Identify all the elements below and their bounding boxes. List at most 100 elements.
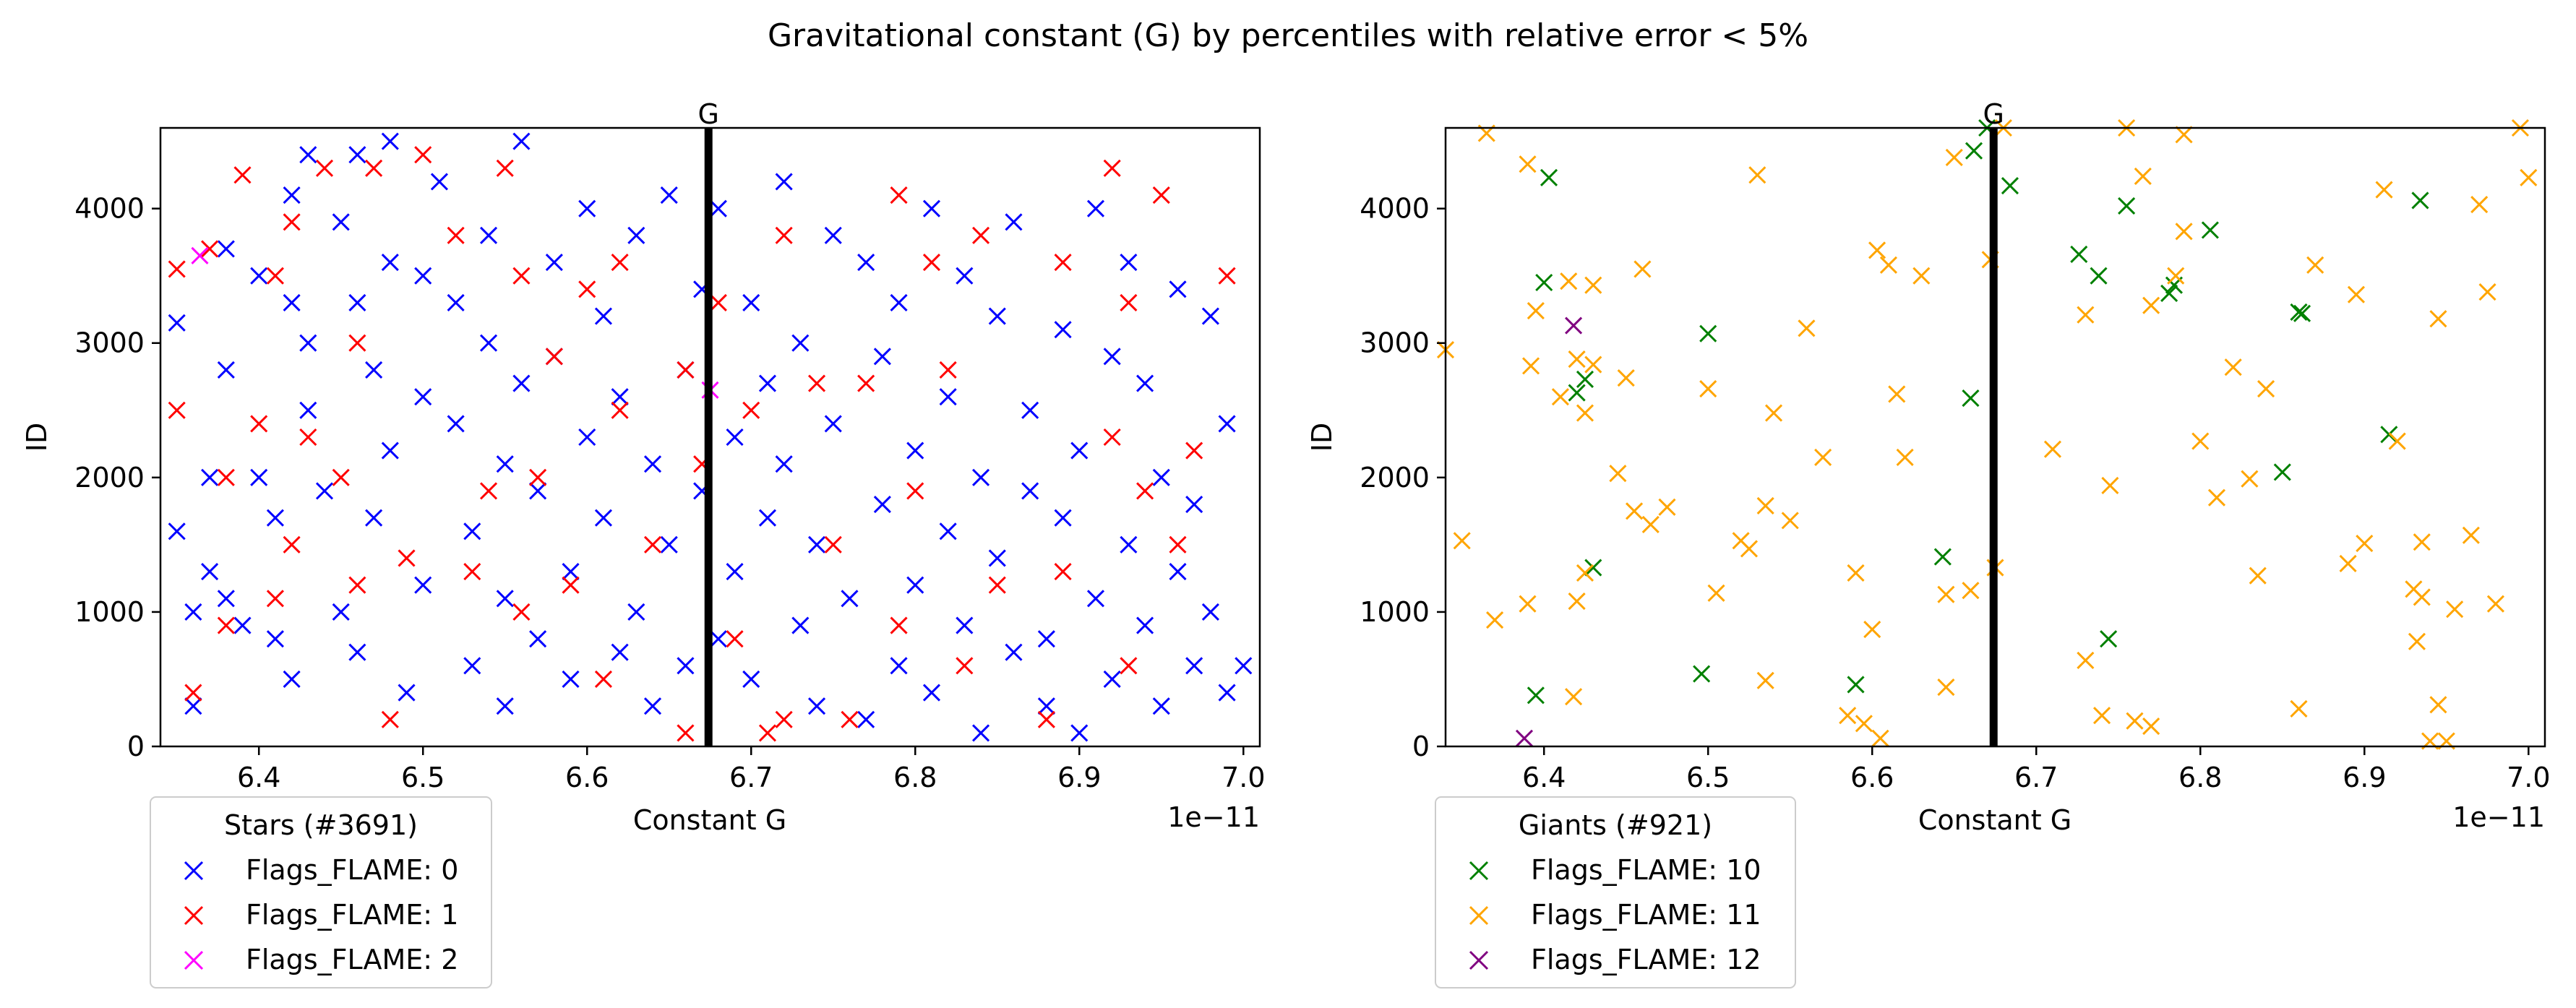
stars-legend-marker-0 xyxy=(184,861,204,881)
giants-point-s1-14 xyxy=(1576,404,1594,422)
giants-x-tick-label-3: 6.7 xyxy=(2014,762,2058,793)
stars-point-s1-55 xyxy=(988,576,1006,594)
stars-point-s0-26 xyxy=(365,361,383,379)
stars-point-s1-2 xyxy=(184,684,202,702)
giants-x-ticks: 6.4 6.5 6.6 6.7 6.8 6.9 7.0 xyxy=(1522,746,2551,793)
stars-point-s0-15 xyxy=(283,293,301,311)
giants-point-s1-39 xyxy=(1896,448,1914,466)
stars-point-s0-17 xyxy=(299,146,317,164)
stars-point-s0-105 xyxy=(1005,643,1023,661)
stars-x-tick-label-4: 6.8 xyxy=(893,762,937,793)
stars-point-s1-32 xyxy=(611,254,629,272)
giants-point-s0-9 xyxy=(1933,548,1952,566)
giants-point-s1-7 xyxy=(1527,302,1545,320)
giants-point-s0-10 xyxy=(1962,389,1980,408)
stars-point-s1-58 xyxy=(1054,563,1072,581)
giants-point-s1-81 xyxy=(2429,696,2447,714)
giants-point-s1-35 xyxy=(1863,621,1881,639)
giants-legend-box xyxy=(1435,796,1796,988)
stars-point-s0-104 xyxy=(1005,213,1023,231)
giants-point-s1-27 xyxy=(1748,166,1766,184)
giants-point-s1-72 xyxy=(2347,285,2365,303)
stars-point-s0-27 xyxy=(365,509,383,527)
stars-point-s0-49 xyxy=(545,254,563,272)
stars-y-tick-label-0: 0 xyxy=(127,731,145,762)
stars-x-tick-label-6: 7.0 xyxy=(1222,762,1265,793)
stars-point-s0-37 xyxy=(447,415,465,433)
giants-point-s1-43 xyxy=(1871,729,1889,747)
stars-point-s1-29 xyxy=(562,576,580,594)
stars-point-s0-123 xyxy=(1152,697,1170,715)
stars-point-s0-41 xyxy=(479,334,498,352)
giants-point-s1-34 xyxy=(1847,564,1865,582)
giants-point-s1-3 xyxy=(1486,611,1504,629)
stars-point-s1-9 xyxy=(266,590,284,608)
giants-point-s1-40 xyxy=(1912,267,1931,285)
giants-x-tick-label-1: 6.5 xyxy=(1686,762,1730,793)
stars-point-s0-14 xyxy=(283,186,301,204)
giants-point-s0-25 xyxy=(2411,191,2429,210)
stars-point-s0-33 xyxy=(414,388,432,406)
figure-title: Gravitational constant (G) by percentile… xyxy=(768,17,1808,54)
giants-point-s1-29 xyxy=(1756,671,1774,689)
giants-point-s1-45 xyxy=(1937,679,1955,697)
stars-point-s0-20 xyxy=(315,482,334,500)
stars-y-tick-label-1: 1000 xyxy=(74,596,145,628)
stars-point-s0-86 xyxy=(857,254,875,272)
stars-point-s1-3 xyxy=(201,240,219,258)
giants-point-s1-47 xyxy=(1962,582,1980,600)
giants-point-s1-20 xyxy=(1633,260,1652,278)
stars-point-s1-12 xyxy=(299,428,317,447)
stars-point-s0-61 xyxy=(643,455,662,473)
giants-y-tick-label-2: 2000 xyxy=(1360,462,1430,494)
giants-point-s1-87 xyxy=(2478,283,2496,301)
stars-point-s0-108 xyxy=(1037,630,1055,648)
giants-legend-marker-2 xyxy=(1469,950,1489,970)
giants-point-s1-90 xyxy=(2520,168,2538,186)
giants-point-s1-15 xyxy=(1584,276,1602,294)
giants-x-tick-label-2: 6.6 xyxy=(1850,762,1894,793)
stars-point-s0-79 xyxy=(791,616,810,634)
giants-point-s1-30 xyxy=(1764,404,1783,422)
giants-point-s1-13 xyxy=(1576,564,1594,582)
stars-point-s1-50 xyxy=(906,482,924,500)
giants-point-s0-2 xyxy=(1540,168,1558,186)
giants-point-s1-19 xyxy=(1626,502,1644,520)
stars-point-s0-3 xyxy=(184,697,202,715)
stars-point-s1-21 xyxy=(447,226,465,244)
stars-point-s1-5 xyxy=(217,616,235,634)
stars-point-s1-45 xyxy=(824,535,842,553)
stars-point-s0-59 xyxy=(627,226,645,244)
stars-point-s1-54 xyxy=(972,226,990,244)
stars-vline-label: G xyxy=(698,98,719,130)
stars-point-s0-62 xyxy=(643,697,662,715)
stars-point-s1-33 xyxy=(611,401,629,419)
giants-point-s1-17 xyxy=(1609,465,1627,483)
stars-point-s0-23 xyxy=(348,146,366,164)
giants-point-s1-67 xyxy=(2249,567,2267,585)
stars-point-s1-59 xyxy=(1103,159,1121,177)
stars-point-s0-116 xyxy=(1103,348,1121,366)
giants-point-s1-79 xyxy=(2413,588,2431,606)
giants-x-tick-label-4: 6.8 xyxy=(2178,762,2222,793)
stars-point-s1-28 xyxy=(545,348,563,366)
giants-point-s1-46 xyxy=(1945,148,1963,166)
giants-point-s1-22 xyxy=(1658,498,1676,516)
chart-giants: G 6.4 6.5 6.6 6.7 6.8 6.9 7.0 0 1000 2000 3000 400… xyxy=(1306,98,2551,988)
giants-point-s1-6 xyxy=(1521,357,1540,375)
giants-point-s1-86 xyxy=(2470,196,2489,214)
giants-point-s0-11 xyxy=(1965,142,1983,160)
stars-legend-label-1: Flags_FLAME: 1 xyxy=(246,899,458,931)
stars-point-s0-94 xyxy=(922,199,941,217)
chart-stars: G 6.4 6.5 6.6 6.7 6.8 6.9 7.0 0 1000 2000 3000 400… xyxy=(21,98,1266,988)
giants-point-s1-24 xyxy=(1707,584,1725,602)
stars-point-s0-95 xyxy=(922,684,941,702)
giants-point-s1-9 xyxy=(1560,272,1578,290)
giants-point-s1-52 xyxy=(2077,651,2095,669)
giants-point-s1-62 xyxy=(2175,223,2193,241)
stars-point-s1-63 xyxy=(1136,482,1154,500)
stars-point-s0-54 xyxy=(578,428,596,447)
giants-x-offset-label: 1e−11 xyxy=(2452,801,2545,833)
stars-point-s0-89 xyxy=(873,495,891,514)
